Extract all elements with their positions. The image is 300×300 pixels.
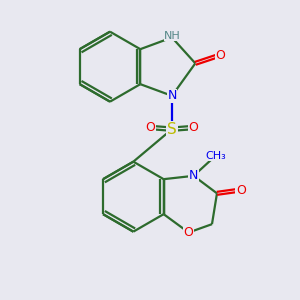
Text: O: O [146,121,155,134]
Text: O: O [215,49,225,62]
Text: O: O [189,121,199,134]
Text: N: N [167,89,177,102]
Text: N: N [189,169,198,182]
Text: CH₃: CH₃ [205,151,226,161]
Text: NH: NH [164,31,181,41]
Text: S: S [167,122,177,137]
Text: O: O [184,226,194,239]
Text: O: O [236,184,246,196]
